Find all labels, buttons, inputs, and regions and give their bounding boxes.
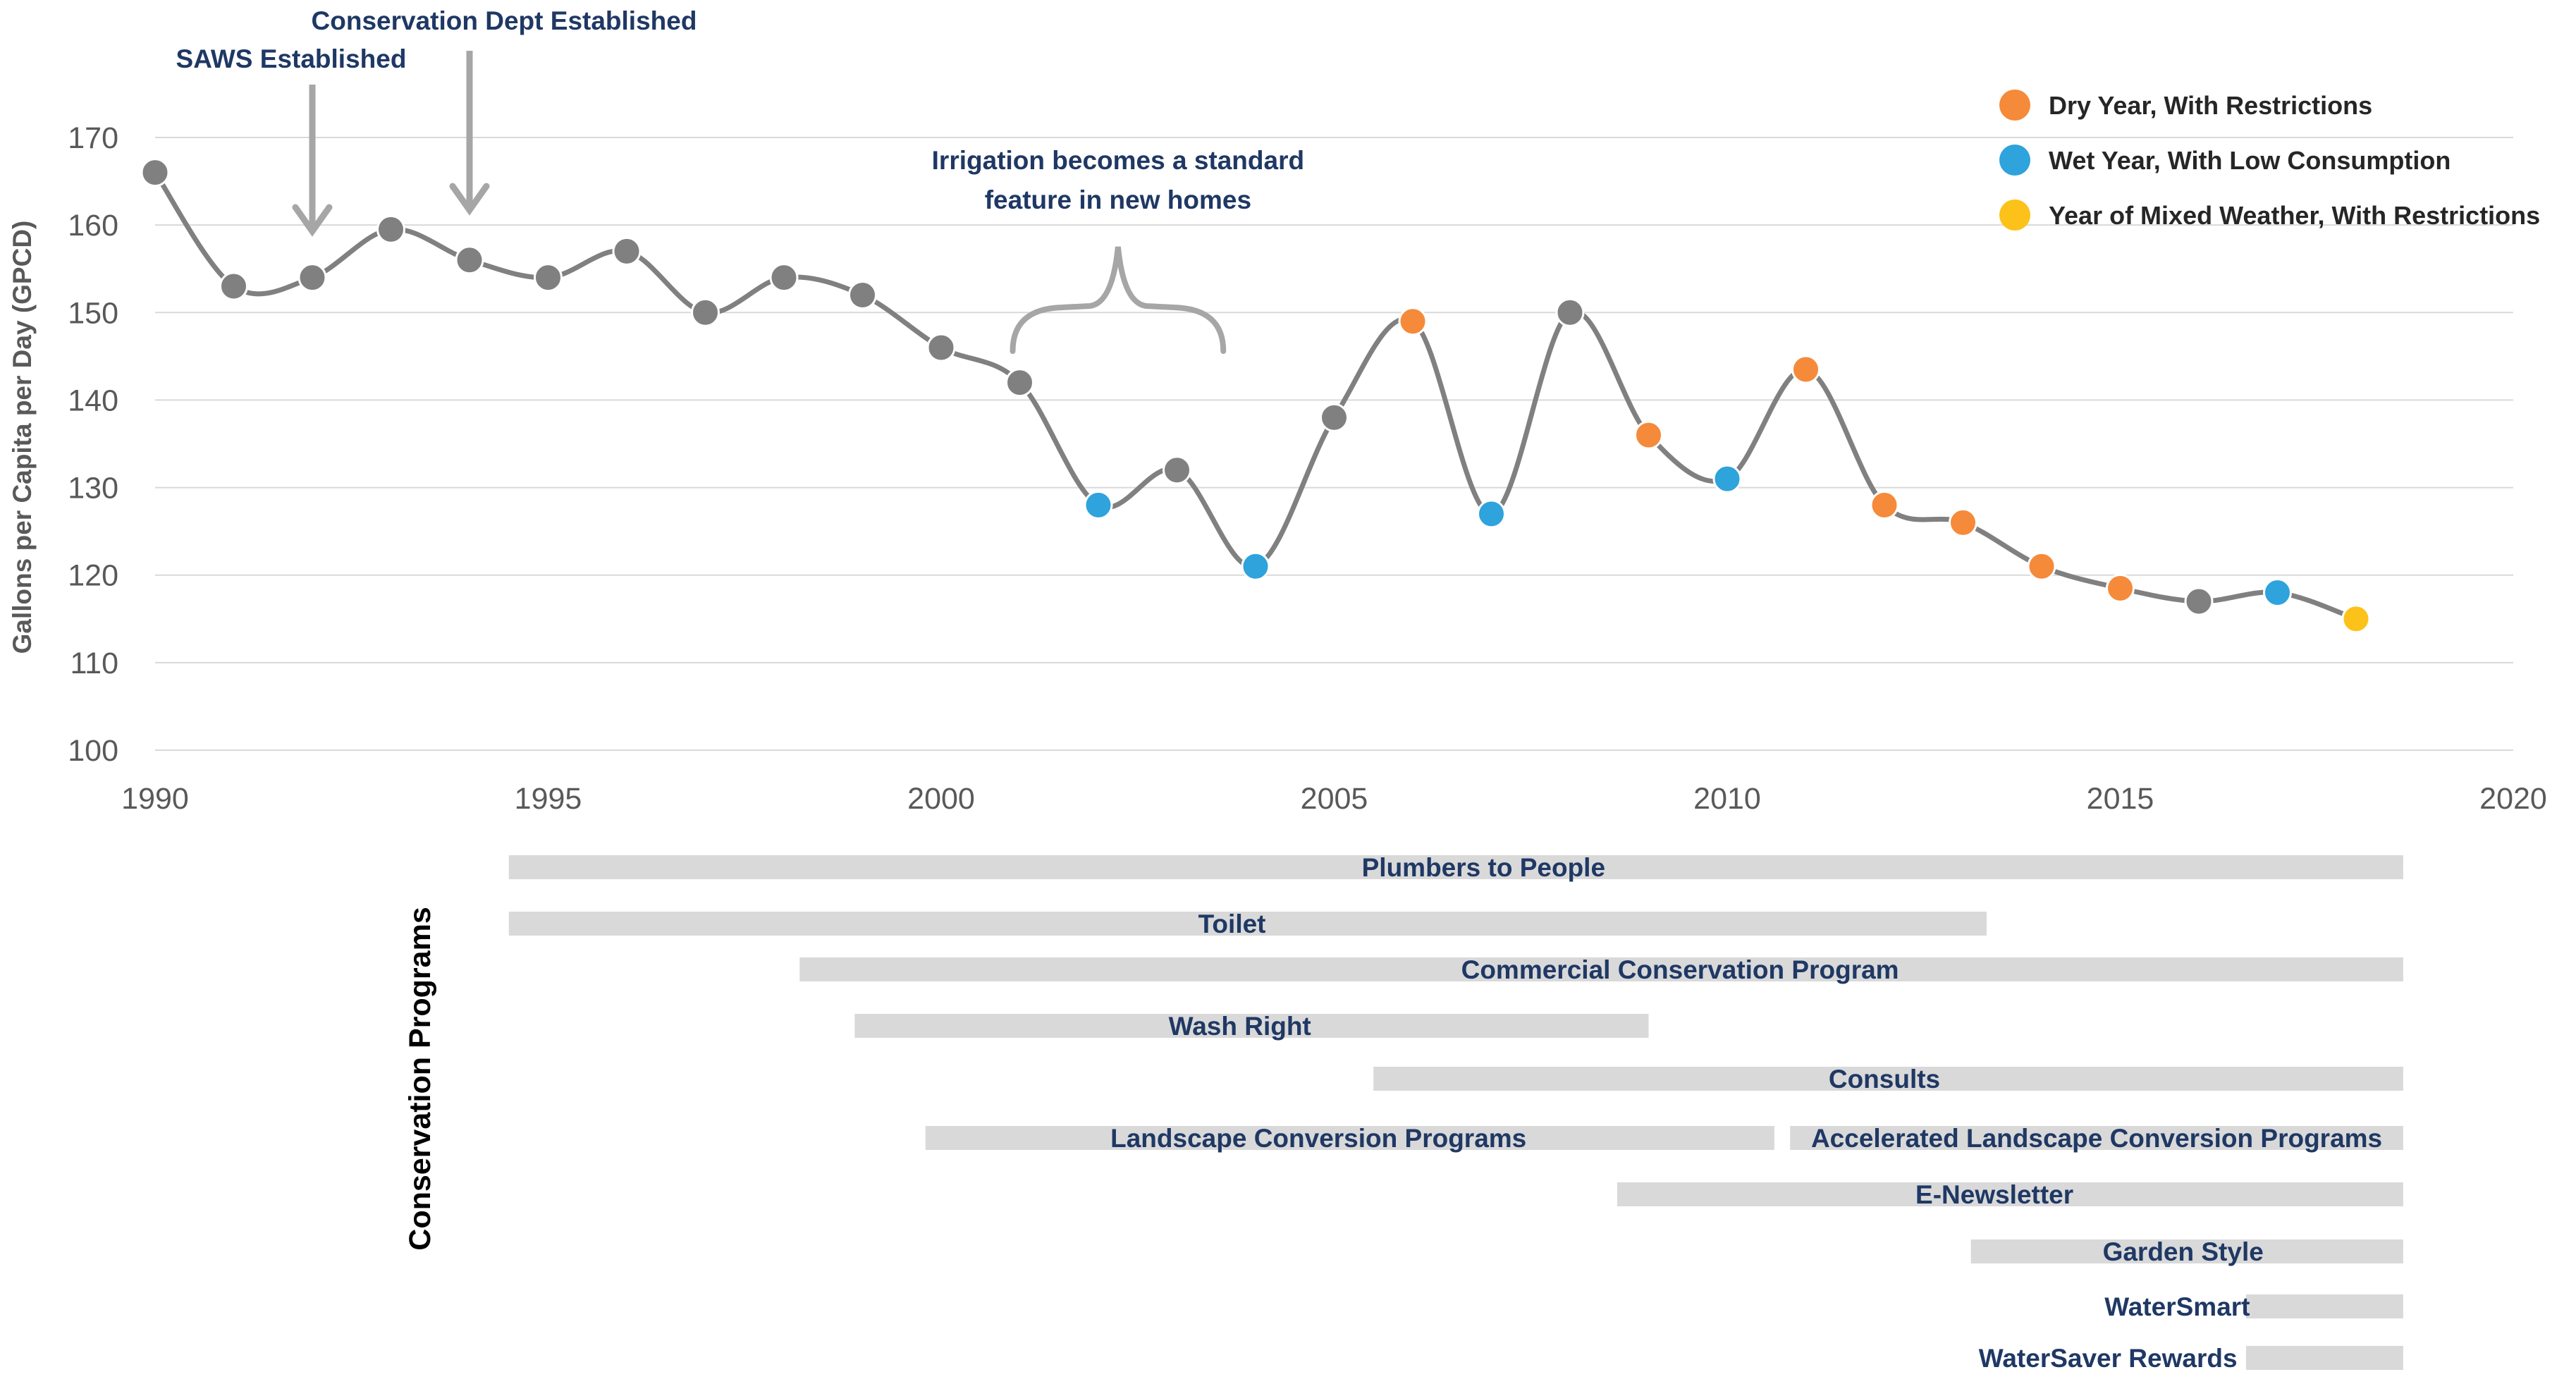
legend-marker-wet [1999, 145, 2030, 176]
x-axis-ticks: 1990 1995 2000 2005 2010 2015 2020 [121, 782, 2547, 816]
program-label-0: Plumbers to People [1362, 853, 1605, 882]
data-point-2015 [2106, 573, 2135, 603]
annotation-irrigation-line-1: Irrigation becomes a standard [932, 146, 1304, 175]
x-tick-label: 2000 [907, 782, 975, 816]
program-bar-6-0 [1790, 1126, 2403, 1150]
data-point-1997 [691, 298, 720, 327]
program-bar-0-0 [508, 855, 2403, 879]
x-tick-label: 2005 [1301, 782, 1368, 816]
annotation-saws: SAWS Established [176, 44, 407, 73]
annotations: SAWS Established Conservation Dept Establ… [176, 6, 1304, 354]
data-point-1994 [455, 245, 484, 275]
data-point-1993 [376, 214, 405, 244]
program-bar-8-0 [1970, 1239, 2403, 1263]
data-point-2011 [1791, 355, 1820, 384]
program-bar-1-0 [508, 912, 1987, 936]
y-tick-label: 160 [68, 209, 118, 243]
program-label-4: Consults [1829, 1065, 1940, 1094]
program-label-8: Garden Style [2103, 1237, 2264, 1266]
saws-arrow-head [292, 204, 333, 237]
program-label-5: Landscape Conversion Programs [1110, 1124, 1526, 1153]
data-point-2006 [1398, 307, 1428, 336]
legend-marker-dry [1999, 90, 2030, 121]
y-axis-title: Gallons per Capita per Day (GPCD) [8, 221, 37, 654]
program-label-1: Toilet [1198, 910, 1266, 938]
data-point-2002 [1084, 490, 1113, 520]
data-point-2010 [1712, 464, 1742, 494]
program-bar-4-0 [1373, 1067, 2403, 1091]
legend: Dry Year, With Restrictions Wet Year, Wit… [1999, 90, 2540, 231]
program-bar-2-0 [799, 957, 2403, 981]
y-tick-label: 140 [68, 384, 118, 417]
program-label-3: Wash Right [1169, 1012, 1311, 1041]
legend-label-dry: Dry Year, With Restrictions [2049, 91, 2372, 120]
data-point-1998 [769, 263, 799, 293]
program-bar-7-0 [1617, 1182, 2403, 1206]
program-bar-3-0 [854, 1014, 1649, 1038]
data-point-2008 [1555, 298, 1585, 327]
data-point-2009 [1634, 420, 1663, 450]
x-tick-label: 2020 [2479, 782, 2547, 816]
program-bar-9-0 [2245, 1294, 2403, 1318]
data-point-1999 [848, 280, 877, 310]
data-point-2012 [1870, 490, 1899, 520]
data-point-1996 [612, 236, 642, 266]
y-tick-label: 120 [68, 559, 118, 593]
y-axis-ticks: 100 110 120 130 140 150 160 170 [68, 121, 118, 768]
y-tick-label: 110 [70, 647, 118, 680]
series-points [140, 158, 2371, 634]
program-label-2: Commercial Conservation Program [1461, 955, 1899, 984]
x-tick-label: 2015 [2087, 782, 2154, 816]
x-tick-label: 1995 [515, 782, 582, 816]
program-bar-10-0 [2245, 1346, 2403, 1370]
data-point-1990 [140, 158, 170, 188]
x-tick-label: 2010 [1693, 782, 1761, 816]
data-point-2005 [1320, 403, 1349, 432]
annotation-conservation-dept: Conservation Dept Established [312, 6, 697, 35]
programs-title: Conservation Programs [403, 907, 437, 1250]
program-label-9: WaterSmart [2104, 1292, 2250, 1321]
data-point-2017 [2263, 578, 2292, 608]
data-point-2000 [926, 333, 956, 362]
program-label-7: E-Newsletter [1915, 1180, 2073, 1209]
y-tick-label: 150 [68, 296, 118, 330]
annotation-irrigation-line-2: feature in new homes [985, 185, 1251, 214]
data-point-1991 [219, 271, 248, 301]
data-point-2003 [1163, 455, 1191, 485]
legend-label-wet: Wet Year, With Low Consumption [2049, 146, 2451, 175]
program-label-6: Accelerated Landscape Conversion Program… [1811, 1124, 2382, 1153]
data-point-2018 [2341, 604, 2371, 634]
conservation-dept-arrow-head [449, 183, 490, 216]
data-point-1995 [534, 263, 563, 293]
legend-label-mixed: Year of Mixed Weather, With Restrictions [2049, 201, 2540, 230]
program-label-10: WaterSaver Rewards [1979, 1344, 2238, 1373]
irrigation-brace [1010, 246, 1227, 354]
legend-marker-mixed [1999, 200, 2030, 231]
data-point-2013 [1949, 508, 1977, 537]
conservation-programs: Plumbers to People Toilet Commercial Conse… [508, 853, 2403, 1373]
y-tick-label: 170 [68, 121, 118, 155]
program-bar-5-0 [925, 1126, 1774, 1150]
data-point-1992 [298, 263, 327, 293]
data-point-2014 [2027, 551, 2056, 581]
data-point-2007 [1477, 499, 1506, 529]
data-point-2016 [2184, 587, 2214, 616]
data-point-2001 [1005, 368, 1034, 398]
x-tick-label: 1990 [121, 782, 189, 816]
y-tick-label: 100 [68, 734, 118, 768]
y-tick-label: 130 [68, 472, 118, 506]
data-point-2004 [1241, 551, 1270, 581]
grid [155, 137, 2513, 751]
